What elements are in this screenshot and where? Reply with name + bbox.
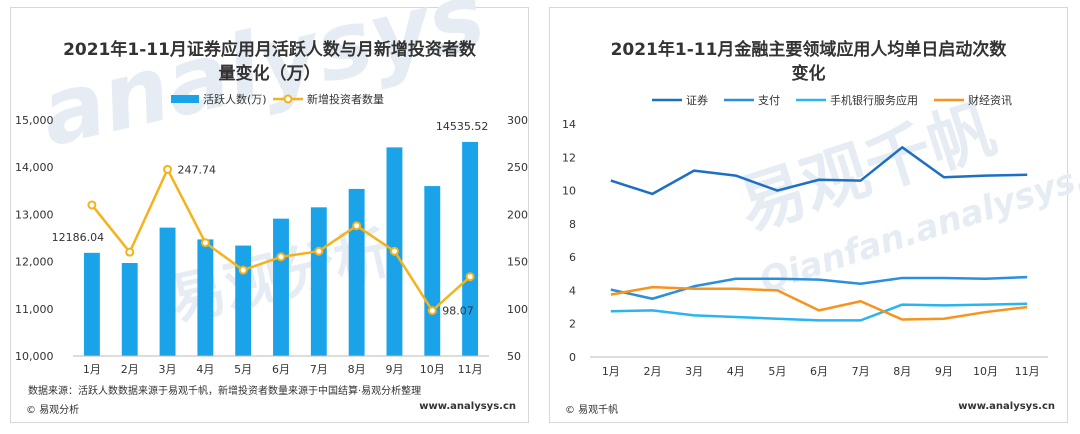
y-right-tick-label: 250 bbox=[507, 161, 528, 174]
y-tick-label: 12 bbox=[562, 151, 576, 164]
x-tick-label: 10月 bbox=[973, 365, 998, 378]
legend-label-line: 新增投资者数量 bbox=[307, 92, 384, 106]
legend-swatch-bars bbox=[171, 95, 199, 103]
legend-label: 支付 bbox=[758, 94, 780, 107]
chart-title-line-1: 2021年1-11月金融主要领域应用人均单日启动次数 bbox=[610, 40, 1007, 60]
bar bbox=[121, 263, 138, 356]
y-left-tick-label: 15,000 bbox=[15, 114, 54, 127]
line-point bbox=[238, 265, 248, 275]
brand-left: © 易观分析 bbox=[26, 405, 80, 416]
left-chart-panel: analysys 易观分析 2021年1-11月证券应用月活跃人数与月新增投资者… bbox=[10, 0, 529, 423]
x-tick-label: 4月 bbox=[196, 363, 214, 376]
chart-title-line-2: 量变化（万） bbox=[218, 64, 321, 84]
bar bbox=[83, 252, 100, 356]
website-left: www.analysys.cn bbox=[419, 401, 516, 412]
legend-marker-line bbox=[283, 94, 293, 104]
website-right: www.analysys.cn bbox=[958, 401, 1055, 412]
y-left-tick-label: 10,000 bbox=[15, 350, 54, 363]
x-tick-label: 6月 bbox=[272, 363, 290, 376]
y-left-tick-label: 11,000 bbox=[15, 303, 54, 316]
chart-title-line-1: 2021年1-11月证券应用月活跃人数与月新增投资者数 bbox=[63, 40, 476, 60]
y-left-tick-label: 14,000 bbox=[15, 161, 54, 174]
y-tick-label: 10 bbox=[562, 185, 576, 198]
line-chart: 证券 支付 手机银行服务应用 财经资讯 0 2 4 6 8 10 12 14 1月 2月 3月 4月 5月 6月 7… bbox=[562, 93, 1048, 378]
bar bbox=[273, 218, 289, 356]
x-tick-label: 5月 bbox=[234, 363, 252, 376]
line-point bbox=[87, 200, 97, 210]
x-tick-label: 5月 bbox=[768, 365, 786, 378]
right-chart-panel: 易观千帆 Qianfan.analysys.cn 2021年1-11月金融主要领… bbox=[549, 7, 1080, 423]
data-label: 247.74 bbox=[178, 163, 217, 176]
line-point bbox=[465, 272, 475, 282]
chart-title-right: 2021年1-11月金融主要领域应用人均单日启动次数 变化 bbox=[550, 38, 1067, 86]
bar bbox=[348, 188, 365, 356]
x-tick-label: 11月 bbox=[1015, 365, 1040, 378]
data-label: 98.07 bbox=[442, 305, 474, 318]
x-tick-label: 9月 bbox=[385, 363, 403, 376]
y-left-tick-label: 13,000 bbox=[15, 208, 54, 221]
x-tick-label: 7月 bbox=[852, 365, 870, 378]
line-point bbox=[200, 238, 210, 248]
y-right-tick-label: 150 bbox=[507, 256, 528, 269]
y-left-tick-label: 12,000 bbox=[15, 256, 54, 269]
bar bbox=[235, 245, 252, 356]
line-point bbox=[427, 306, 437, 316]
x-tick-label: 10月 bbox=[420, 363, 445, 376]
data-label: 12186.04 bbox=[52, 231, 105, 244]
legend-label: 财经资讯 bbox=[968, 93, 1012, 107]
legend-label-bars: 活跃人数(万) bbox=[203, 92, 267, 106]
chart-title-line-2: 变化 bbox=[791, 64, 826, 84]
y-tick-label: 2 bbox=[569, 318, 576, 331]
x-tick-label: 3月 bbox=[159, 363, 177, 376]
chart-title-left: 2021年1-11月证券应用月活跃人数与月新增投资者数 量变化（万） bbox=[11, 38, 528, 86]
data-label: 14535.52 bbox=[436, 120, 489, 133]
series-line bbox=[610, 302, 1028, 322]
x-tick-label: 7月 bbox=[310, 363, 328, 376]
series-line bbox=[610, 146, 1028, 196]
line-point bbox=[276, 252, 286, 262]
bar bbox=[159, 227, 176, 356]
bar bbox=[310, 207, 327, 356]
legend-label: 手机银行服务应用 bbox=[830, 93, 918, 107]
y-right-tick-label: 100 bbox=[507, 303, 528, 316]
bar bbox=[462, 141, 479, 356]
line-point bbox=[314, 246, 324, 256]
y-tick-label: 0 bbox=[569, 351, 576, 364]
y-tick-label: 4 bbox=[569, 284, 576, 297]
y-right-tick-label: 50 bbox=[507, 350, 521, 363]
x-tick-label: 11月 bbox=[458, 363, 483, 376]
y-right-tick-label: 300 bbox=[507, 114, 528, 127]
x-tick-label: 8月 bbox=[348, 363, 366, 376]
x-tick-label: 1月 bbox=[602, 365, 620, 378]
y-tick-label: 8 bbox=[569, 218, 576, 231]
combo-chart: 活跃人数(万) 新增投资者数量 10,000 11,000 12,000 13,000 14… bbox=[15, 92, 528, 376]
x-tick-label: 4月 bbox=[727, 365, 745, 378]
x-tick-label: 3月 bbox=[685, 365, 703, 378]
source-note: 数据来源：活跃人数数据来源于易观千帆，新增投资者数量来源于中国结算·易观分析整理 bbox=[28, 386, 422, 397]
legend-label: 证券 bbox=[686, 93, 708, 107]
bar bbox=[197, 239, 214, 356]
series-line bbox=[610, 275, 1028, 300]
line-point bbox=[352, 221, 362, 231]
brand-right: © 易观千帆 bbox=[565, 405, 619, 416]
bar bbox=[424, 186, 441, 356]
x-tick-label: 8月 bbox=[893, 365, 911, 378]
y-tick-label: 6 bbox=[569, 251, 576, 264]
line-point bbox=[125, 247, 135, 257]
x-tick-label: 2月 bbox=[121, 363, 139, 376]
line-point bbox=[163, 164, 173, 174]
y-right-tick-label: 200 bbox=[507, 208, 528, 221]
line-point bbox=[389, 246, 399, 256]
x-tick-label: 2月 bbox=[643, 365, 661, 378]
x-tick-label: 9月 bbox=[935, 365, 953, 378]
x-tick-label: 1月 bbox=[83, 363, 101, 376]
series-line bbox=[610, 285, 1028, 321]
x-tick-label: 6月 bbox=[810, 365, 828, 378]
y-tick-label: 14 bbox=[562, 118, 576, 131]
